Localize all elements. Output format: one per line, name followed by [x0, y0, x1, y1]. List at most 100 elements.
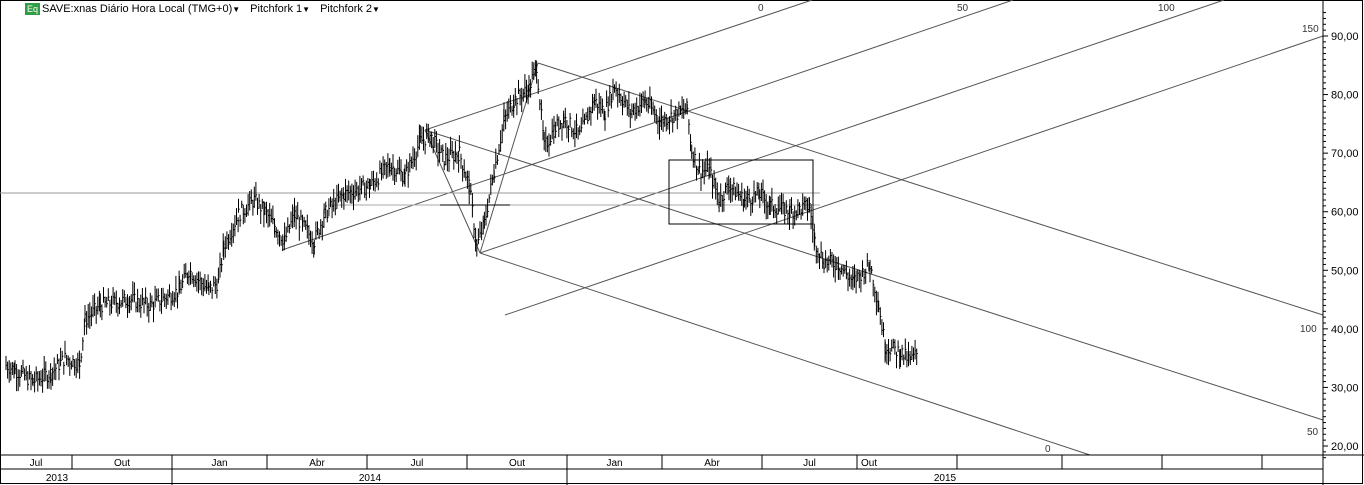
month-label[interactable]: Jul [803, 458, 816, 469]
price-bar [53, 357, 56, 380]
price-bar [305, 220, 307, 230]
price-bar [398, 156, 401, 175]
price-bar [508, 98, 510, 119]
price-bar [178, 276, 181, 293]
y-tick-label: 80,00 [1331, 90, 1359, 102]
price-bar [206, 279, 208, 294]
caret-down-icon: ▼ [302, 5, 311, 14]
down-line-0[interactable] [479, 252, 1091, 456]
price-bar [577, 127, 580, 140]
price-bar [460, 153, 463, 169]
range-rectangle[interactable] [668, 159, 814, 225]
pitchfork-leg-bc[interactable] [424, 129, 481, 254]
month-label[interactable]: Out [509, 458, 525, 469]
price-bar [67, 355, 70, 367]
price-bar [341, 188, 343, 208]
price-bar [228, 234, 230, 250]
price-bar [652, 101, 655, 115]
year-label[interactable]: 2015 [934, 473, 957, 484]
month-label[interactable]: Jul [411, 458, 424, 469]
price-bar [606, 90, 608, 107]
price-bar [702, 159, 704, 179]
price-bar [664, 111, 666, 127]
price-bar [655, 109, 658, 125]
price-bar [817, 247, 820, 264]
year-label[interactable]: 2013 [46, 473, 69, 484]
price-bar [356, 181, 358, 197]
price-bar [255, 182, 258, 201]
symbol-dropdown[interactable]: Eq SAVE:xnas Diário Hora Local (TMG+0)▼ [25, 3, 240, 15]
year-label[interactable]: 2014 [359, 473, 382, 484]
price-bar [473, 223, 476, 239]
price-bar [90, 306, 93, 327]
pitchfork-drawings[interactable] [0, 0, 1324, 456]
month-label[interactable]: Jan [606, 458, 622, 469]
price-bar [646, 98, 648, 112]
month-label[interactable]: Out [114, 458, 130, 469]
price-bar [223, 240, 225, 260]
month-label[interactable]: Jan [211, 458, 227, 469]
month-label[interactable]: Abr [309, 458, 325, 469]
pitchfork2-dropdown[interactable]: Pitchfork 2▼ [320, 3, 380, 15]
price-bar [857, 269, 859, 281]
price-bar [450, 136, 452, 155]
price-bar [239, 214, 242, 227]
price-bar [115, 290, 118, 313]
price-bar [812, 216, 814, 243]
price-bar [617, 88, 619, 108]
price-bar [542, 120, 545, 141]
price-bar [524, 74, 527, 98]
month-label[interactable]: Out [861, 458, 877, 469]
price-bar [860, 271, 863, 293]
price-bar [909, 356, 912, 365]
price-bar [463, 159, 466, 178]
price-bar [721, 195, 724, 213]
price-bar [414, 148, 416, 167]
price-bar [328, 198, 331, 217]
price-bar [590, 106, 593, 126]
price-bar [302, 214, 304, 232]
price-bar [514, 88, 517, 106]
price-bar [17, 369, 20, 392]
price-bar [287, 217, 289, 233]
price-bar [767, 201, 769, 219]
price-bar [37, 371, 39, 392]
price-bar [598, 92, 601, 114]
price-bar [509, 95, 512, 113]
fan-line-100[interactable] [479, 0, 1225, 254]
down-line-100[interactable] [537, 62, 1324, 316]
price-bar [140, 294, 142, 318]
price-bar [904, 338, 907, 361]
price-bar [564, 107, 567, 129]
price-bar [703, 161, 706, 185]
price-bar [295, 205, 298, 230]
price-bar [246, 204, 248, 217]
x-axis: Jul Out Jan Abr Jul Out Jan Abr Jul Out 2013 2014 20… [0, 454, 1364, 485]
caret-down-icon: ▼ [372, 5, 380, 14]
price-bar [226, 231, 229, 249]
price-bar [568, 125, 570, 143]
price-bar [154, 285, 157, 308]
pitchfork1-dropdown[interactable]: Pitchfork 1▼ [250, 3, 310, 15]
price-bar [46, 374, 49, 389]
down-line-50[interactable] [424, 129, 1324, 421]
price-bar [381, 162, 383, 181]
fan-line-150[interactable] [504, 35, 1324, 316]
fan-label: 100 [1300, 324, 1317, 335]
price-bar [769, 196, 772, 215]
price-bar [42, 368, 44, 393]
price-bar [844, 264, 846, 274]
fan-line-50[interactable] [281, 0, 1014, 251]
price-bar [285, 226, 288, 242]
price-bar [456, 151, 459, 164]
fan-line-0[interactable] [424, 0, 813, 131]
price-bar [204, 274, 207, 292]
price-bar [700, 173, 703, 191]
month-label[interactable]: Abr [704, 458, 720, 469]
month-label[interactable]: Jul [30, 458, 43, 469]
price-bar [779, 194, 782, 212]
price-bar [229, 229, 232, 245]
price-bar [726, 177, 729, 195]
price-bar [866, 253, 869, 267]
